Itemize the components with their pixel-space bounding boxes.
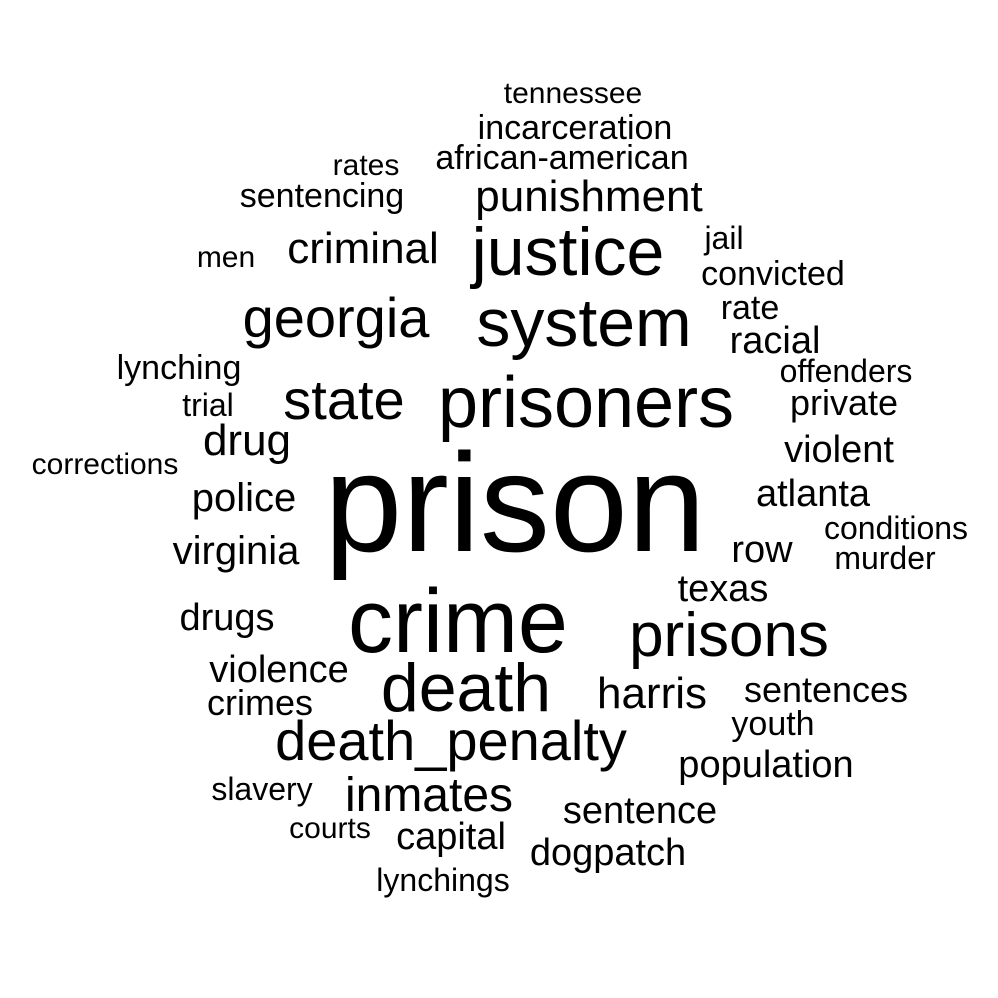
word-state: state xyxy=(283,368,405,431)
word-violence: violence xyxy=(209,649,349,691)
word-justice: justice xyxy=(471,214,665,290)
word-youth: youth xyxy=(731,705,815,743)
word-prisoners: prisoners xyxy=(437,363,735,443)
word-crimes: crimes xyxy=(207,682,313,723)
word-drug: drug xyxy=(202,416,292,465)
word-population: population xyxy=(678,744,854,786)
word-capital: capital xyxy=(396,816,506,858)
word-georgia: georgia xyxy=(242,286,430,349)
word-racial: racial xyxy=(729,320,821,362)
word-inmates: inmates xyxy=(344,769,514,822)
word-offenders: offenders xyxy=(779,353,913,389)
word-sentencing: sentencing xyxy=(239,177,405,215)
word-rate: rate xyxy=(720,289,780,327)
word-virginia: virginia xyxy=(172,529,300,573)
word-prisons: prisons xyxy=(629,601,829,670)
word-jail: jail xyxy=(704,220,744,256)
word-harris: harris xyxy=(596,669,708,718)
word-incarceration: incarceration xyxy=(477,109,673,147)
word-police: police xyxy=(191,476,297,520)
word-african-american: african-american xyxy=(435,139,689,177)
word-crime: crime xyxy=(348,572,568,672)
word-private: private xyxy=(789,382,899,423)
word-death: death xyxy=(380,650,552,726)
word-lynchings: lynchings xyxy=(376,862,510,898)
word-drugs: drugs xyxy=(179,597,275,639)
word-slavery: slavery xyxy=(211,771,313,807)
word-system: system xyxy=(476,285,692,361)
word-tennessee: tennessee xyxy=(503,77,643,110)
word-corrections: corrections xyxy=(31,448,179,481)
word-conditions: conditions xyxy=(823,510,969,546)
word-row: row xyxy=(731,529,793,571)
word-murder: murder xyxy=(834,540,936,576)
word-sentence: sentence xyxy=(562,790,718,832)
word-criminal: criminal xyxy=(287,224,439,273)
word-trial: trial xyxy=(182,387,234,423)
word-men: men xyxy=(196,241,256,274)
word-atlanta: atlanta xyxy=(755,473,871,515)
word-courts: courts xyxy=(289,812,371,845)
word-violent: violent xyxy=(784,429,894,471)
word-dogpatch: dogpatch xyxy=(529,832,687,874)
word-death-penalty: death_penalty xyxy=(275,709,627,772)
word-sentences: sentences xyxy=(743,669,909,710)
word-convicted: convicted xyxy=(701,255,845,293)
word-texas: texas xyxy=(677,568,769,610)
word-lynching: lynching xyxy=(116,349,242,387)
word-punishment: punishment xyxy=(475,172,703,221)
word-rates: rates xyxy=(332,149,400,182)
word-prison: prison xyxy=(324,424,706,581)
